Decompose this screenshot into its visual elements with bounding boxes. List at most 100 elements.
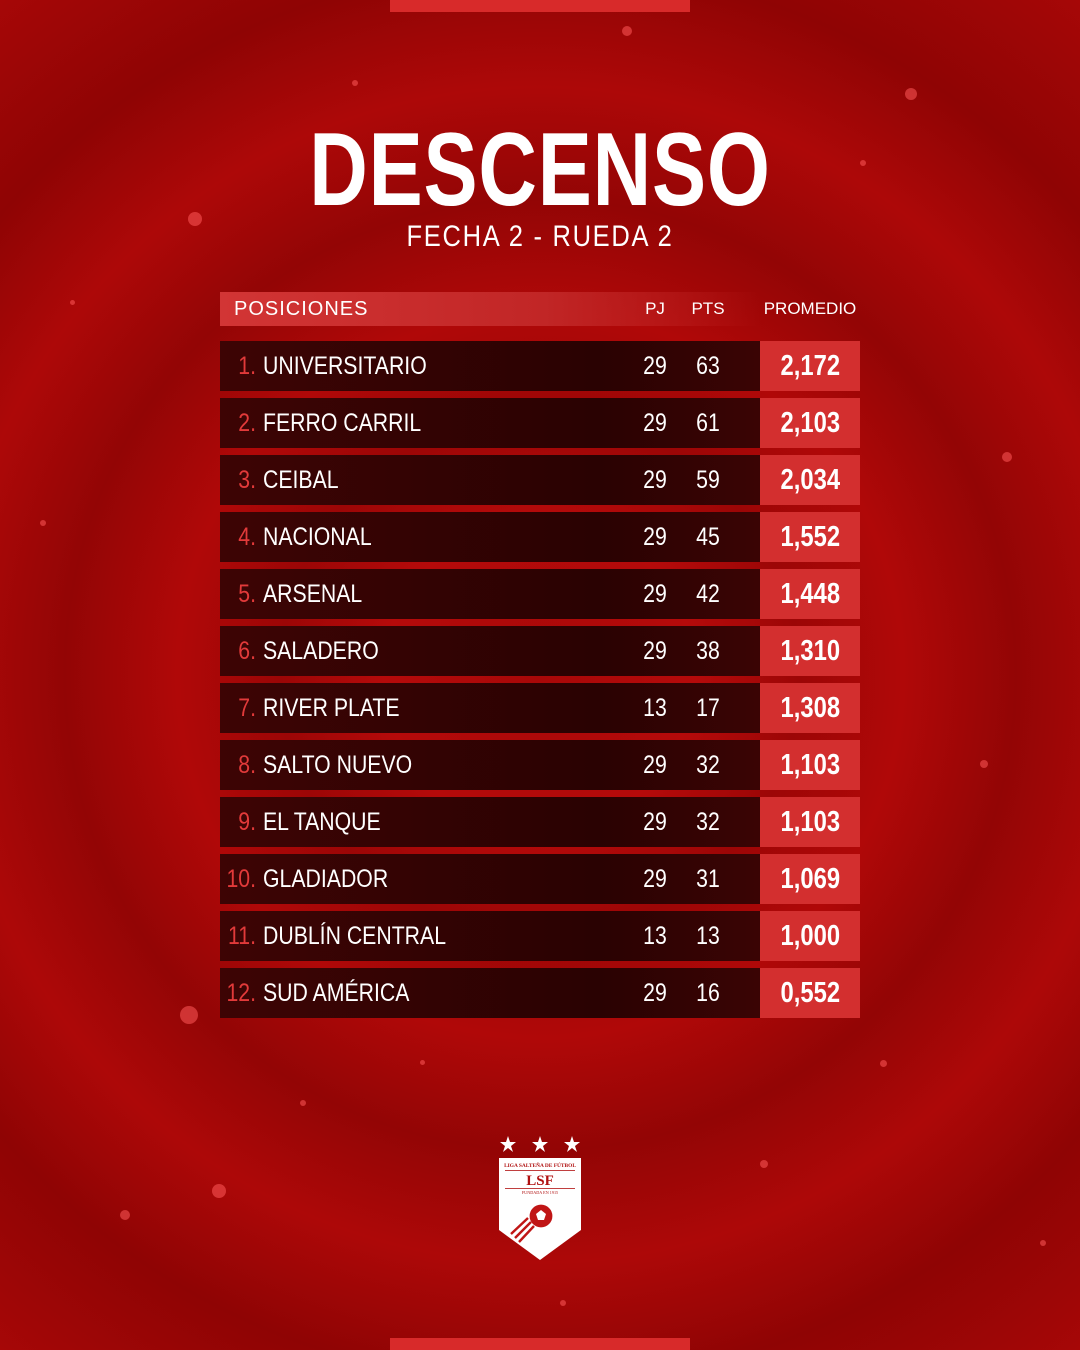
logo-abbr-text: LSF bbox=[526, 1173, 554, 1189]
row-background bbox=[220, 341, 760, 391]
row-promedio-value: 1,552 bbox=[780, 521, 840, 553]
table-row: 4. NACIONAL 29 45 1,552 bbox=[220, 512, 860, 562]
row-background bbox=[220, 512, 760, 562]
row-promedio: 1,103 bbox=[760, 740, 860, 790]
row-promedio-value: 1,000 bbox=[780, 920, 840, 952]
row-position: 4. bbox=[238, 523, 256, 551]
row-pts: 63 bbox=[696, 352, 720, 380]
row-background bbox=[220, 569, 760, 619]
row-promedio: 1,448 bbox=[760, 569, 860, 619]
row-pj: 29 bbox=[643, 979, 667, 1007]
table-row: 1. UNIVERSITARIO 29 63 2,172 bbox=[220, 341, 860, 391]
row-pts: 59 bbox=[696, 466, 720, 494]
header-pj: PJ bbox=[645, 299, 665, 318]
table-row: 8. SALTO NUEVO 29 32 1,103 bbox=[220, 740, 860, 790]
row-pj: 29 bbox=[643, 523, 667, 551]
row-team: EL TANQUE bbox=[263, 808, 381, 836]
lsf-shield-logo: LIGA SALTEÑA DE FÚTBOL LSF FUNDADA EN 19… bbox=[499, 1136, 581, 1260]
row-pts: 38 bbox=[696, 637, 720, 665]
row-team: RIVER PLATE bbox=[263, 694, 400, 722]
row-team: SALTO NUEVO bbox=[263, 751, 413, 779]
row-background bbox=[220, 398, 760, 448]
logo-founded-text: FUNDADA EN 1915 bbox=[522, 1190, 558, 1195]
table-row: 11. DUBLÍN CENTRAL 13 13 1,000 bbox=[220, 911, 860, 961]
row-position: 2. bbox=[238, 409, 256, 437]
bottom-accent-bar bbox=[390, 1338, 690, 1350]
row-pj: 29 bbox=[643, 409, 667, 437]
row-background bbox=[220, 455, 760, 505]
row-background bbox=[220, 854, 760, 904]
row-promedio: 0,552 bbox=[760, 968, 860, 1018]
row-team: NACIONAL bbox=[263, 523, 372, 551]
header-posiciones: POSICIONES bbox=[220, 292, 760, 326]
row-position: 11. bbox=[228, 922, 256, 950]
row-promedio: 1,000 bbox=[760, 911, 860, 961]
row-pts: 17 bbox=[696, 694, 720, 722]
row-pj: 29 bbox=[643, 352, 667, 380]
row-background bbox=[220, 968, 760, 1018]
row-position: 1. bbox=[238, 352, 256, 380]
row-promedio: 1,308 bbox=[760, 683, 860, 733]
row-position: 5. bbox=[238, 580, 256, 608]
row-position: 12. bbox=[226, 979, 256, 1007]
row-pj: 29 bbox=[643, 466, 667, 494]
row-team: CEIBAL bbox=[263, 466, 339, 494]
standings-table: POSICIONES PJ PTS PROMEDIO 1. UNIVERSITAR… bbox=[220, 292, 860, 1025]
row-background bbox=[220, 797, 760, 847]
row-promedio-value: 0,552 bbox=[780, 977, 840, 1009]
row-promedio: 2,172 bbox=[760, 341, 860, 391]
row-promedio-value: 1,103 bbox=[780, 806, 840, 838]
row-pts: 32 bbox=[696, 751, 720, 779]
row-team: FERRO CARRIL bbox=[263, 409, 422, 437]
row-pj: 13 bbox=[643, 922, 667, 950]
row-pj: 29 bbox=[643, 865, 667, 893]
row-position: 7. bbox=[238, 694, 256, 722]
three-stars-icon bbox=[500, 1136, 580, 1152]
row-team: DUBLÍN CENTRAL bbox=[263, 922, 447, 950]
row-position: 8. bbox=[238, 751, 256, 779]
table-row: 3. CEIBAL 29 59 2,034 bbox=[220, 455, 860, 505]
table-row: 9. EL TANQUE 29 32 1,103 bbox=[220, 797, 860, 847]
soccer-ball-icon bbox=[510, 1203, 554, 1243]
row-position: 9. bbox=[238, 808, 256, 836]
row-pj: 29 bbox=[643, 637, 667, 665]
row-pts: 32 bbox=[696, 808, 720, 836]
row-promedio-value: 2,172 bbox=[780, 350, 840, 382]
row-promedio-value: 1,103 bbox=[780, 749, 840, 781]
row-team: ARSENAL bbox=[263, 580, 363, 608]
row-team: SALADERO bbox=[263, 637, 379, 665]
row-background bbox=[220, 740, 760, 790]
row-promedio: 1,069 bbox=[760, 854, 860, 904]
header-pts: PTS bbox=[691, 299, 725, 318]
page-subtitle: FECHA 2 - RUEDA 2 bbox=[406, 220, 674, 253]
table-row: 5. ARSENAL 29 42 1,448 bbox=[220, 569, 860, 619]
table-row: 12. SUD AMÉRICA 29 16 0,552 bbox=[220, 968, 860, 1018]
row-pts: 45 bbox=[696, 523, 720, 551]
row-position: 3. bbox=[238, 466, 256, 494]
row-pj: 29 bbox=[643, 580, 667, 608]
row-promedio-value: 1,069 bbox=[780, 863, 840, 895]
row-pts: 61 bbox=[696, 409, 720, 437]
row-pj: 29 bbox=[643, 808, 667, 836]
row-pj: 13 bbox=[643, 694, 667, 722]
row-team: GLADIADOR bbox=[263, 865, 389, 893]
row-pts: 16 bbox=[696, 979, 720, 1007]
table-row: 7. RIVER PLATE 13 17 1,308 bbox=[220, 683, 860, 733]
row-promedio: 1,310 bbox=[760, 626, 860, 676]
row-background bbox=[220, 683, 760, 733]
row-promedio-value: 2,034 bbox=[780, 464, 840, 496]
row-background bbox=[220, 626, 760, 676]
row-pts: 31 bbox=[696, 865, 720, 893]
row-position: 10. bbox=[226, 865, 256, 893]
page-title: DESCENSO bbox=[309, 112, 771, 228]
row-promedio-value: 2,103 bbox=[780, 407, 840, 439]
row-promedio: 2,103 bbox=[760, 398, 860, 448]
table-row: 2. FERRO CARRIL 29 61 2,103 bbox=[220, 398, 860, 448]
row-pts: 13 bbox=[696, 922, 720, 950]
table-row: 6. SALADERO 29 38 1,310 bbox=[220, 626, 860, 676]
row-pts: 42 bbox=[696, 580, 720, 608]
top-accent-bar bbox=[390, 0, 690, 12]
row-promedio: 2,034 bbox=[760, 455, 860, 505]
row-team: SUD AMÉRICA bbox=[263, 979, 410, 1007]
row-promedio-value: 1,448 bbox=[780, 578, 840, 610]
